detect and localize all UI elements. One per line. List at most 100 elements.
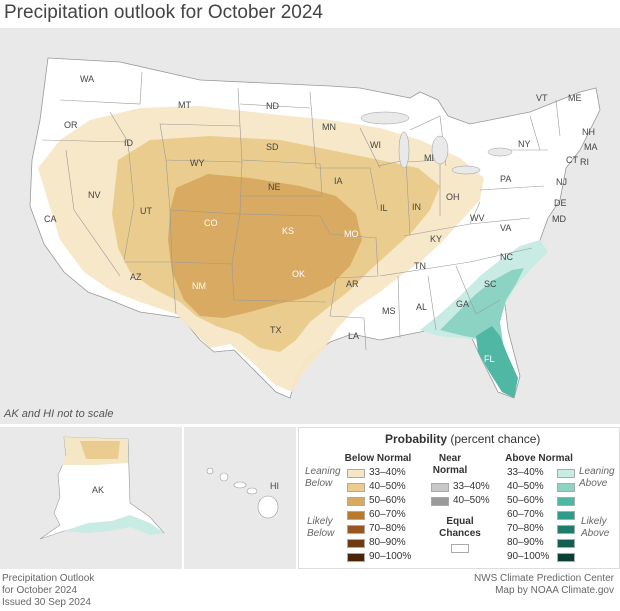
footer-left-1: Precipitation Outlook — [2, 573, 95, 584]
state-label-fl: FL — [484, 354, 495, 364]
probability-legend: Probability (percent chance) Below Norma… — [298, 427, 620, 569]
conus-map-panel: WA OR CA ID NV MT WY UT AZ CO NM ND SD N… — [0, 28, 620, 452]
below-50-60-region — [168, 174, 362, 318]
state-label-ar: AR — [346, 279, 359, 289]
above-normal-swatch — [557, 511, 575, 520]
state-label-nm: NM — [192, 281, 206, 291]
state-label-wi: WI — [370, 140, 381, 150]
below-normal-range-label: 70–80% — [369, 523, 406, 534]
likely-below-2: Below — [307, 528, 335, 539]
leaning-below-1: Leaning — [305, 466, 341, 477]
equal-chances-title: Equal Chances — [435, 516, 485, 540]
state-label-ks: KS — [282, 226, 294, 236]
likely-above-label: Likely Above — [581, 516, 609, 540]
alaska-below-40-50 — [80, 441, 120, 459]
state-label-tx: TX — [270, 325, 282, 335]
below-normal-range-label: 80–90% — [369, 537, 406, 548]
above-normal-range-label: 90–100% — [507, 551, 550, 562]
above-normal-swatch — [557, 497, 575, 506]
state-label-wv: WV — [470, 213, 485, 223]
equal-chances-swatch — [451, 544, 469, 553]
hawaii-map: HI — [206, 467, 279, 519]
state-label-de: DE — [554, 198, 567, 208]
hawaii-islands — [206, 467, 279, 519]
state-label-wa: WA — [80, 74, 94, 84]
alaska-map: AK — [39, 436, 165, 540]
not-to-scale-note: AK and HI not to scale — [4, 408, 114, 420]
likely-above-1: Likely — [581, 516, 607, 527]
above-50-60-region — [476, 326, 518, 398]
near-normal-range-label: 33–40% — [453, 481, 490, 492]
below-normal-range-label: 90–100% — [369, 551, 412, 562]
leaning-below-label: Leaning Below — [305, 466, 341, 490]
state-label-id: ID — [124, 138, 134, 148]
near-normal-swatch — [431, 483, 449, 492]
state-label-md: MD — [552, 214, 566, 224]
state-label-nh: NH — [582, 127, 595, 137]
state-label-or: OR — [64, 120, 78, 130]
below-normal-title: Below Normal — [344, 453, 412, 464]
below-normal-range-label: 33–40% — [369, 467, 406, 478]
below-normal-range-label: 40–50% — [369, 481, 406, 492]
below-normal-range-label: 60–70% — [369, 509, 406, 520]
near-normal-title: Near Normal — [425, 453, 475, 477]
state-label-pa: PA — [500, 174, 511, 184]
footer-right-2: Map by NOAA Climate.gov — [495, 585, 614, 596]
equal-title-2: Chances — [439, 528, 481, 539]
state-label-mn: MN — [322, 122, 336, 132]
state-label-ma: MA — [584, 142, 598, 152]
above-normal-range-label: 80–90% — [507, 537, 544, 548]
footer-issue-info: Precipitation Outlook for October 2024 I… — [2, 573, 94, 609]
equal-title-1: Equal — [446, 516, 474, 527]
below-normal-swatch — [347, 469, 365, 478]
above-normal-title: Above Normal — [505, 453, 573, 464]
above-40-50-region — [440, 268, 524, 350]
near-title-line1: Near — [438, 453, 462, 464]
state-label-tn: TN — [414, 261, 426, 271]
leaning-below-2: Below — [305, 478, 333, 489]
legend-title: Probability (percent chance) — [385, 432, 540, 446]
below-normal-swatch — [347, 511, 365, 520]
state-label-la: LA — [348, 331, 359, 341]
alaska-above-33-40 — [64, 515, 164, 535]
leaning-above-label: Leaning Above — [579, 466, 615, 490]
state-label-ct: CT — [566, 155, 578, 165]
state-label-ca: CA — [44, 214, 57, 224]
alaska-inset: AK — [0, 427, 182, 569]
above-normal-range-label: 50–60% — [507, 495, 544, 506]
state-label-nd: ND — [266, 101, 279, 111]
state-label-wy: WY — [190, 158, 205, 168]
state-label-hi: HI — [270, 481, 279, 491]
state-label-al: AL — [416, 302, 427, 312]
state-label-mi: MI — [424, 153, 434, 163]
state-label-ny: NY — [518, 139, 531, 149]
above-normal-swatch — [557, 483, 575, 492]
state-label-sd: SD — [266, 142, 279, 152]
above-normal-swatch — [557, 553, 575, 562]
near-normal-range-label: 40–50% — [453, 495, 490, 506]
below-normal-swatch — [347, 483, 365, 492]
conus-map: WA OR CA ID NV MT WY UT AZ CO NM ND SD N… — [29, 57, 601, 399]
below-normal-range-label: 50–60% — [369, 495, 406, 506]
near-title-line2: Normal — [432, 465, 468, 476]
state-label-ia: IA — [334, 176, 343, 186]
below-normal-swatch — [347, 539, 365, 548]
below-normal-swatch — [347, 553, 365, 562]
state-label-vt: VT — [536, 93, 548, 103]
leaning-above-1: Leaning — [579, 466, 615, 477]
likely-below-label: Likely Below — [307, 516, 334, 540]
great-lakes — [360, 111, 513, 175]
above-normal-range-label: 33–40% — [507, 467, 544, 478]
state-label-ut: UT — [140, 206, 152, 216]
state-label-ms: MS — [382, 306, 396, 316]
state-label-ne: NE — [268, 182, 281, 192]
likely-below-1: Likely — [307, 516, 333, 527]
state-label-mo: MO — [344, 229, 359, 239]
state-label-ga: GA — [456, 299, 469, 309]
above-normal-range-label: 70–80% — [507, 523, 544, 534]
state-label-nc: NC — [500, 252, 513, 262]
likely-above-2: Above — [581, 528, 610, 539]
state-label-az: AZ — [130, 272, 142, 282]
state-label-il: IL — [380, 203, 388, 213]
state-label-mt: MT — [178, 100, 191, 110]
